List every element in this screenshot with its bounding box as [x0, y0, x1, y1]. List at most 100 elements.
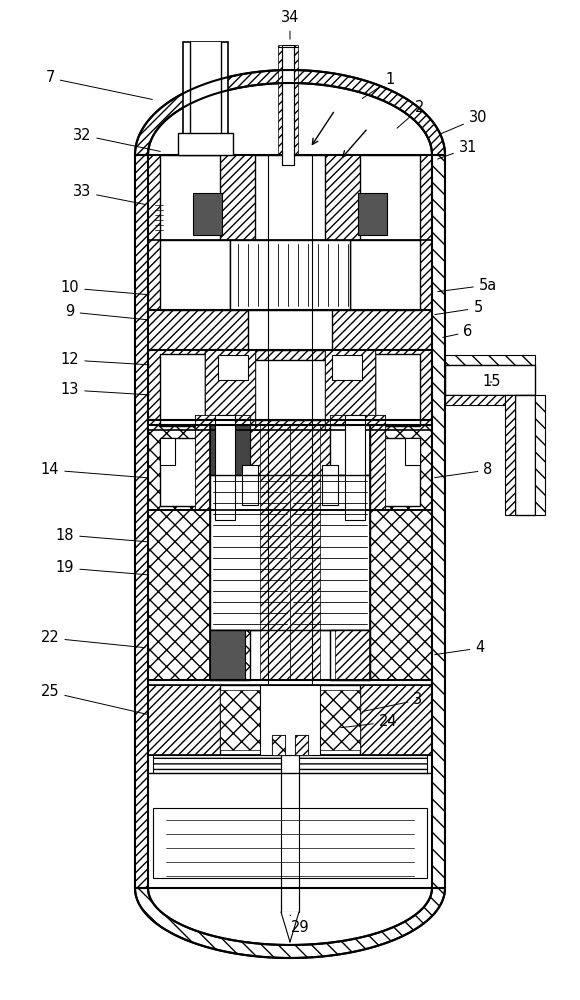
Polygon shape: [135, 70, 445, 155]
Bar: [332, 355, 362, 380]
Bar: [135, 155, 148, 888]
Bar: [248, 310, 332, 350]
Bar: [230, 240, 350, 310]
Text: 1: 1: [362, 73, 394, 98]
Bar: [148, 310, 432, 350]
Bar: [322, 465, 338, 505]
Text: 34: 34: [281, 10, 299, 39]
Bar: [195, 415, 250, 510]
Bar: [315, 430, 345, 510]
Text: 14: 14: [41, 462, 147, 478]
Text: 5a: 5a: [438, 277, 497, 292]
Text: 30: 30: [441, 110, 487, 134]
Bar: [335, 630, 370, 680]
Bar: [178, 133, 233, 155]
Bar: [255, 360, 325, 420]
Bar: [345, 415, 365, 520]
Bar: [195, 415, 250, 510]
Bar: [235, 430, 265, 510]
Bar: [148, 350, 432, 430]
Bar: [330, 630, 370, 680]
Text: 8: 8: [435, 462, 492, 478]
Bar: [160, 240, 230, 310]
Bar: [160, 155, 220, 240]
Bar: [272, 735, 285, 755]
Bar: [272, 735, 285, 755]
Text: 9: 9: [66, 304, 147, 320]
Bar: [515, 395, 535, 515]
Bar: [535, 395, 545, 515]
Bar: [160, 354, 205, 426]
Text: 12: 12: [61, 353, 149, 367]
Bar: [148, 425, 210, 680]
Bar: [260, 685, 320, 755]
Bar: [153, 808, 427, 878]
Bar: [375, 354, 420, 426]
Bar: [350, 240, 420, 310]
Bar: [153, 755, 427, 773]
Text: 2: 2: [397, 101, 425, 128]
Bar: [505, 395, 515, 515]
Text: 3: 3: [362, 692, 423, 711]
Bar: [290, 425, 320, 680]
Bar: [325, 350, 375, 430]
Bar: [330, 425, 370, 475]
Text: 13: 13: [61, 382, 149, 397]
Bar: [215, 415, 235, 520]
Text: 7: 7: [45, 70, 153, 99]
Bar: [220, 690, 260, 750]
Bar: [445, 355, 535, 365]
Bar: [330, 630, 370, 680]
Bar: [210, 630, 245, 680]
Text: 5: 5: [435, 300, 483, 316]
Text: 22: 22: [41, 631, 145, 648]
Bar: [278, 45, 298, 165]
Bar: [255, 155, 325, 240]
Bar: [290, 475, 370, 630]
Bar: [160, 438, 200, 506]
Text: 25: 25: [41, 684, 147, 714]
Text: 29: 29: [290, 915, 309, 936]
Text: 31: 31: [438, 140, 477, 159]
Bar: [445, 395, 535, 405]
Text: 32: 32: [72, 127, 160, 151]
Text: 10: 10: [61, 280, 149, 296]
Bar: [445, 365, 535, 395]
Bar: [218, 355, 248, 380]
Bar: [330, 415, 385, 510]
Bar: [370, 425, 432, 680]
Bar: [432, 155, 445, 888]
Bar: [295, 735, 308, 755]
Bar: [210, 630, 250, 680]
Bar: [320, 690, 360, 750]
Bar: [148, 685, 432, 755]
Text: 19: 19: [56, 560, 147, 576]
Bar: [205, 350, 255, 430]
Polygon shape: [135, 888, 445, 958]
Bar: [220, 685, 360, 755]
Bar: [281, 755, 299, 912]
Bar: [210, 630, 250, 680]
Text: 18: 18: [56, 528, 147, 542]
Bar: [205, 350, 255, 430]
Bar: [325, 350, 375, 430]
Text: 6: 6: [443, 324, 473, 340]
Bar: [235, 430, 265, 510]
Bar: [405, 438, 420, 465]
Text: 15: 15: [483, 374, 501, 389]
Bar: [183, 42, 228, 155]
Bar: [148, 155, 432, 420]
Bar: [242, 465, 258, 505]
Text: 4: 4: [435, 641, 485, 656]
Text: 33: 33: [73, 184, 145, 204]
Bar: [315, 430, 345, 510]
Bar: [148, 430, 432, 510]
Bar: [210, 475, 290, 630]
Bar: [193, 193, 222, 235]
Bar: [330, 415, 385, 510]
Polygon shape: [281, 912, 299, 942]
Bar: [295, 735, 308, 755]
Bar: [380, 438, 420, 506]
Bar: [360, 155, 420, 240]
Bar: [160, 438, 175, 465]
